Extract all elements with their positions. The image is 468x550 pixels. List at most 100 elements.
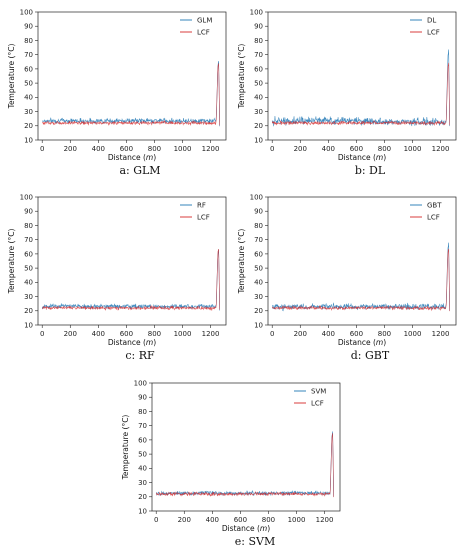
y-tick-label: 60 bbox=[254, 250, 263, 258]
y-tick-label: 30 bbox=[24, 293, 33, 301]
legend-label: SVM bbox=[311, 388, 326, 396]
y-tick-label: 40 bbox=[24, 279, 33, 287]
x-tick-label: 200 bbox=[294, 330, 307, 338]
y-tick-label: 20 bbox=[24, 307, 33, 315]
x-tick-label: 1200 bbox=[202, 145, 220, 153]
y-tick-label: 60 bbox=[138, 436, 147, 444]
y-tick-label: 80 bbox=[24, 37, 33, 45]
y-tick-label: 90 bbox=[254, 208, 263, 216]
y-tick-label: 100 bbox=[20, 193, 33, 201]
x-tick-label: 0 bbox=[270, 330, 274, 338]
x-tick-label: 800 bbox=[378, 145, 391, 153]
x-tick-label: 200 bbox=[64, 330, 77, 338]
y-tick-label: 70 bbox=[254, 236, 263, 244]
panel-caption: d: GBT bbox=[351, 349, 390, 362]
y-tick-label: 100 bbox=[250, 193, 263, 201]
y-tick-label: 70 bbox=[24, 51, 33, 59]
x-axis-label: Distance (m) bbox=[338, 338, 386, 347]
x-tick-label: 1200 bbox=[202, 330, 220, 338]
y-axis-label: Temperature (°C) bbox=[237, 229, 246, 295]
x-tick-label: 1000 bbox=[404, 145, 422, 153]
plot-frame bbox=[151, 382, 341, 512]
x-tick-label: 800 bbox=[262, 516, 275, 524]
y-tick-label: 20 bbox=[254, 307, 263, 315]
x-tick-label: 1000 bbox=[174, 330, 192, 338]
y-axis-label: Temperature (°C) bbox=[237, 44, 246, 110]
y-tick-label: 60 bbox=[24, 250, 33, 258]
legend-label: GBT bbox=[427, 202, 442, 210]
y-tick-label: 100 bbox=[20, 8, 33, 16]
y-axis-label: Temperature (°C) bbox=[7, 44, 16, 110]
y-tick-label: 70 bbox=[138, 422, 147, 430]
y-tick-label: 50 bbox=[138, 451, 147, 459]
y-tick-label: 40 bbox=[254, 279, 263, 287]
x-tick-label: 0 bbox=[270, 145, 274, 153]
x-tick-label: 0 bbox=[40, 330, 44, 338]
legend-label: LCF bbox=[197, 214, 210, 222]
y-tick-label: 60 bbox=[24, 65, 33, 73]
y-tick-label: 30 bbox=[254, 108, 263, 116]
series-line-lcf bbox=[42, 248, 220, 312]
x-tick-label: 600 bbox=[120, 145, 133, 153]
y-tick-label: 50 bbox=[254, 80, 263, 88]
x-axis-label: Distance (m) bbox=[222, 524, 270, 533]
x-tick-label: 1000 bbox=[404, 330, 422, 338]
y-tick-label: 30 bbox=[254, 293, 263, 301]
x-axis-label: Distance (m) bbox=[338, 153, 386, 162]
x-tick-label: 1200 bbox=[316, 516, 334, 524]
panel-caption: e: SVM bbox=[235, 535, 275, 548]
y-axis-label: Temperature (°C) bbox=[121, 415, 130, 481]
x-tick-label: 200 bbox=[294, 145, 307, 153]
x-tick-label: 400 bbox=[206, 516, 219, 524]
x-tick-label: 400 bbox=[92, 330, 105, 338]
y-tick-label: 20 bbox=[138, 493, 147, 501]
y-tick-label: 40 bbox=[254, 94, 263, 102]
y-tick-label: 80 bbox=[254, 37, 263, 45]
y-tick-label: 30 bbox=[24, 108, 33, 116]
x-tick-label: 400 bbox=[92, 145, 105, 153]
x-tick-label: 400 bbox=[322, 330, 335, 338]
y-tick-label: 30 bbox=[138, 479, 147, 487]
x-tick-label: 600 bbox=[350, 330, 363, 338]
y-tick-label: 20 bbox=[254, 122, 263, 130]
series-line-lcf bbox=[42, 63, 220, 126]
series-line-dl bbox=[271, 49, 450, 127]
legend-label: RF bbox=[197, 202, 206, 210]
x-tick-label: 1000 bbox=[288, 516, 306, 524]
y-tick-label: 80 bbox=[24, 222, 33, 230]
y-tick-label: 70 bbox=[24, 236, 33, 244]
x-tick-label: 0 bbox=[40, 145, 44, 153]
y-tick-label: 90 bbox=[254, 23, 263, 31]
y-tick-label: 10 bbox=[24, 136, 33, 144]
x-tick-label: 400 bbox=[322, 145, 335, 153]
legend-label: GLM bbox=[197, 17, 212, 25]
y-tick-label: 40 bbox=[24, 94, 33, 102]
x-tick-label: 800 bbox=[148, 145, 161, 153]
x-tick-label: 200 bbox=[64, 145, 77, 153]
x-tick-label: 1200 bbox=[432, 145, 450, 153]
legend-label: LCF bbox=[427, 214, 440, 222]
panel-caption: c: RF bbox=[125, 349, 155, 362]
panel-caption: b: DL bbox=[355, 164, 386, 177]
y-tick-label: 90 bbox=[138, 394, 147, 402]
y-tick-label: 10 bbox=[254, 321, 263, 329]
y-tick-label: 70 bbox=[254, 51, 263, 59]
legend-label: DL bbox=[427, 17, 436, 25]
series-line-glm bbox=[42, 61, 220, 127]
x-tick-label: 600 bbox=[234, 516, 247, 524]
series-line-lcf bbox=[271, 248, 450, 312]
x-tick-label: 1000 bbox=[174, 145, 192, 153]
y-tick-label: 90 bbox=[24, 23, 33, 31]
x-tick-label: 800 bbox=[148, 330, 161, 338]
y-tick-label: 40 bbox=[138, 465, 147, 473]
y-tick-label: 80 bbox=[254, 222, 263, 230]
x-tick-label: 600 bbox=[350, 145, 363, 153]
legend-label: LCF bbox=[427, 29, 440, 37]
series-line-lcf bbox=[155, 433, 334, 498]
y-tick-label: 50 bbox=[24, 265, 33, 273]
